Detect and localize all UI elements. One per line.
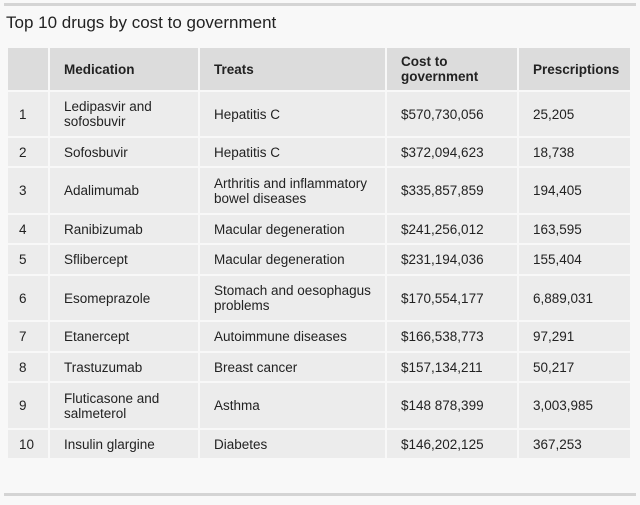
- table-row: 5 Sflibercept Macular degeneration $231,194…: [6, 243, 632, 276]
- bottom-divider: [4, 493, 636, 496]
- top-divider: [4, 3, 636, 6]
- cell-cost: $335,857,859: [385, 166, 519, 215]
- cell-prescriptions: 155,404: [517, 243, 632, 276]
- header-rank: [6, 46, 50, 92]
- table-row: 9 Fluticasone and salmeterol Asthma $148 87…: [6, 381, 632, 430]
- table-row: 6 Esomeprazole Stomach and oesophagus prob…: [6, 274, 632, 322]
- cell-rank: 4: [6, 213, 50, 245]
- cell-prescriptions: 50,217: [517, 351, 632, 383]
- cell-medication: Adalimumab: [48, 166, 200, 215]
- header-prescriptions: Prescriptions: [517, 46, 632, 92]
- cell-medication: Esomeprazole: [48, 274, 200, 322]
- table-row: 10 Insulin glargine Diabetes $146,202,125 36…: [6, 428, 632, 460]
- cell-rank: 10: [6, 428, 50, 460]
- drugs-table: Medication Treats Cost to government Pre…: [6, 46, 632, 460]
- cell-medication: Fluticasone and salmeterol: [48, 381, 200, 430]
- cell-medication: Ledipasvir and sofosbuvir: [48, 90, 200, 138]
- cell-treats: Arthritis and inflammatory bowel disease…: [198, 166, 387, 215]
- cell-cost: $146,202,125: [385, 428, 519, 460]
- cell-medication: Etanercept: [48, 320, 200, 353]
- cell-cost: $170,554,177: [385, 274, 519, 322]
- cell-rank: 7: [6, 320, 50, 353]
- cell-cost: $372,094,623: [385, 136, 519, 168]
- cell-treats: Breast cancer: [198, 351, 387, 383]
- table-row: 7 Etanercept Autoimmune diseases $166,538,7…: [6, 320, 632, 353]
- cell-cost: $241,256,012: [385, 213, 519, 245]
- cell-cost: $570,730,056: [385, 90, 519, 138]
- cell-treats: Hepatitis C: [198, 90, 387, 138]
- cell-treats: Macular degeneration: [198, 243, 387, 276]
- cell-prescriptions: 3,003,985: [517, 381, 632, 430]
- cell-rank: 6: [6, 274, 50, 322]
- table-title: Top 10 drugs by cost to government: [6, 13, 277, 32]
- cell-rank: 8: [6, 351, 50, 383]
- cell-prescriptions: 97,291: [517, 320, 632, 353]
- cell-treats: Autoimmune diseases: [198, 320, 387, 353]
- header-treats: Treats: [198, 46, 387, 92]
- cell-medication: Sflibercept: [48, 243, 200, 276]
- cell-prescriptions: 163,595: [517, 213, 632, 245]
- cell-treats: Diabetes: [198, 428, 387, 460]
- cell-medication: Insulin glargine: [48, 428, 200, 460]
- cell-prescriptions: 194,405: [517, 166, 632, 215]
- cell-medication: Ranibizumab: [48, 213, 200, 245]
- table-row: 3 Adalimumab Arthritis and inflammatory bo…: [6, 166, 632, 215]
- cell-cost: $157,134,211: [385, 351, 519, 383]
- cell-prescriptions: 25,205: [517, 90, 632, 138]
- cell-treats: Macular degeneration: [198, 213, 387, 245]
- cell-treats: Asthma: [198, 381, 387, 430]
- cell-rank: 3: [6, 166, 50, 215]
- cell-medication: Trastuzumab: [48, 351, 200, 383]
- cell-cost: $231,194,036: [385, 243, 519, 276]
- header-cost: Cost to government: [385, 46, 519, 92]
- table-row: 4 Ranibizumab Macular degeneration $241,256…: [6, 213, 632, 245]
- cell-prescriptions: 18,738: [517, 136, 632, 168]
- table-row: 2 Sofosbuvir Hepatitis C $372,094,623 18,738: [6, 136, 632, 168]
- cell-prescriptions: 6,889,031: [517, 274, 632, 322]
- table-header-row: Medication Treats Cost to government Pre…: [6, 46, 632, 92]
- cell-treats: Stomach and oesophagus problems: [198, 274, 387, 322]
- cell-medication: Sofosbuvir: [48, 136, 200, 168]
- header-medication: Medication: [48, 46, 200, 92]
- cell-cost: $148 878,399: [385, 381, 519, 430]
- cell-rank: 5: [6, 243, 50, 276]
- cell-prescriptions: 367,253: [517, 428, 632, 460]
- cell-rank: 9: [6, 381, 50, 430]
- cell-rank: 1: [6, 90, 50, 138]
- cell-cost: $166,538,773: [385, 320, 519, 353]
- cell-treats: Hepatitis C: [198, 136, 387, 168]
- table-row: 8 Trastuzumab Breast cancer $157,134,211 50,…: [6, 351, 632, 383]
- cell-rank: 2: [6, 136, 50, 168]
- table-row: 1 Ledipasvir and sofosbuvir Hepatitis C $57…: [6, 90, 632, 138]
